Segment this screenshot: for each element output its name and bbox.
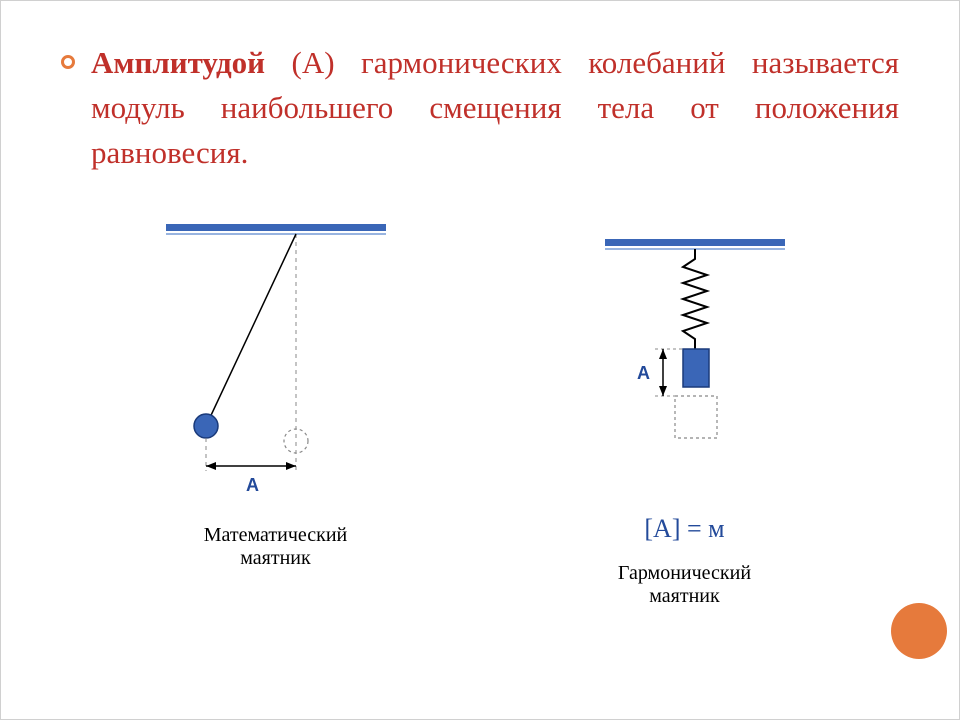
math-pendulum-svg: А [126,216,426,506]
bob-equilibrium [284,429,308,453]
mass-block [683,349,709,387]
caption-l2: маятник [240,547,310,569]
amplitude-label-math: А [246,475,259,495]
caption-r2: маятник [649,585,719,607]
spring-pendulum-svg: А [535,216,835,506]
bob-displaced [194,414,218,438]
mass-equilibrium [675,396,717,438]
spring-pendulum: А [А] = м Гармонический маятник [535,216,835,608]
spring-pendulum-caption: Гармонический маятник [618,562,751,608]
bullet-icon [61,55,75,69]
ceiling-bar [166,224,386,231]
definition-text: Амплитудой (А) гармонических колебаний н… [91,41,899,176]
caption-l1: Математический [204,524,348,546]
arrowhead-right [286,462,296,470]
unit-text: [А] = м [644,514,724,544]
slide: Амплитудой (А) гармонических колебаний н… [0,0,960,720]
math-pendulum-caption: Математический маятник [204,524,348,570]
amplitude-label-spring: А [637,363,650,383]
arrowhead-left [206,462,216,470]
arrowhead-down [659,386,667,396]
mathematical-pendulum: А Математический маятник [126,216,426,608]
term: Амплитудой [91,45,265,80]
diagrams-row: А Математический маятник [61,216,899,608]
definition-block: Амплитудой (А) гармонических колебаний н… [61,41,899,176]
caption-r1: Гармонический [618,562,751,584]
spring-icon [683,249,707,349]
decorative-circle [891,603,947,659]
spring-ceiling-bar [605,239,785,246]
pendulum-string [206,234,296,426]
arrowhead-up [659,349,667,359]
